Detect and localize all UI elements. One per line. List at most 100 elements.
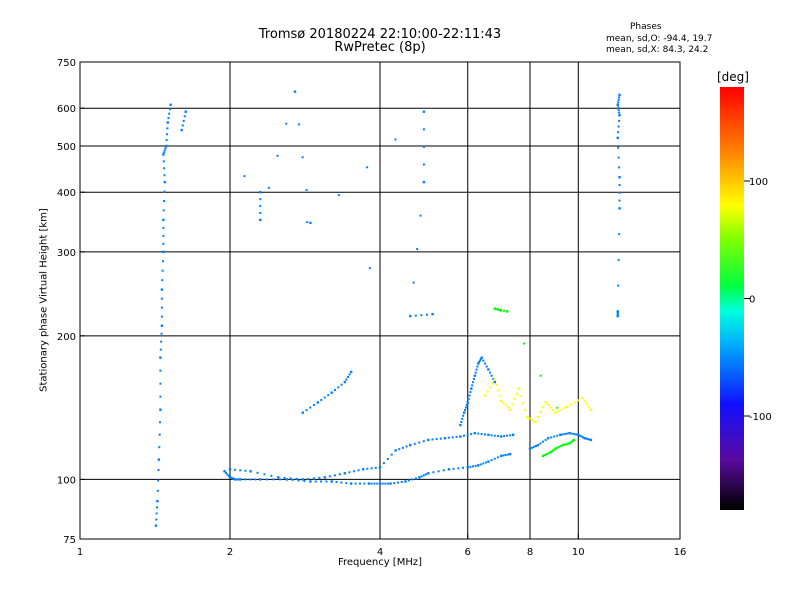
echo-point — [617, 109, 620, 112]
echo-point — [585, 437, 588, 440]
echo-point — [328, 475, 331, 478]
echo-point — [163, 190, 166, 193]
echo-point — [556, 434, 559, 437]
echo-point — [547, 452, 550, 455]
x-tick-label: 10 — [572, 547, 585, 558]
echo-point — [159, 421, 162, 424]
echo-point — [157, 469, 160, 472]
echo-point — [443, 437, 447, 440]
echo-point — [327, 394, 330, 397]
y-tick-label: 400 — [57, 188, 76, 199]
echo-point — [168, 108, 171, 111]
echo-point — [491, 382, 494, 385]
echo-point — [519, 394, 522, 397]
echo-point — [367, 482, 371, 485]
echo-point — [295, 477, 298, 480]
echo-point — [471, 384, 474, 387]
x-tick-label: 4 — [377, 547, 383, 558]
echo-point — [338, 473, 341, 476]
echo-point — [493, 434, 496, 437]
echo-point — [565, 443, 568, 446]
echo-point — [546, 437, 550, 440]
echo-point — [566, 442, 569, 445]
echo-point — [618, 207, 621, 210]
echo-point — [475, 368, 478, 371]
echo-point — [249, 470, 252, 473]
echo-point — [163, 199, 166, 202]
echo-point — [544, 401, 547, 404]
echo-point — [589, 438, 593, 442]
echo-point — [431, 438, 434, 441]
echo-point — [522, 342, 525, 345]
echo-point — [337, 386, 340, 389]
echo-point — [552, 409, 555, 412]
echo-point — [506, 434, 509, 437]
y-tick-label: 500 — [57, 142, 76, 153]
echo-point — [235, 478, 238, 481]
echo-point — [272, 478, 275, 481]
echo-point — [466, 401, 469, 404]
echo-point — [418, 476, 421, 479]
echo-point — [337, 194, 340, 197]
echo-point — [156, 506, 159, 509]
echo-point — [617, 131, 620, 134]
echo-point — [558, 445, 561, 448]
echo-point — [502, 402, 505, 405]
echo-point — [577, 399, 580, 402]
echo-point — [506, 406, 509, 409]
echo-point — [532, 419, 535, 422]
echo-point — [618, 199, 621, 202]
echo-point — [541, 454, 545, 458]
echo-point — [256, 471, 259, 474]
echo-point — [166, 121, 169, 124]
echo-point — [493, 378, 497, 381]
echo-point — [550, 436, 553, 439]
echo-point — [301, 478, 305, 481]
echo-point — [490, 459, 493, 462]
echo-point — [447, 436, 450, 439]
echo-point — [495, 383, 498, 386]
echo-point — [422, 110, 426, 113]
echo-point — [570, 432, 573, 435]
echo-point — [157, 479, 160, 482]
grid-lines — [80, 62, 680, 539]
echo-point — [487, 368, 490, 371]
echo-point — [285, 122, 288, 125]
echo-point — [524, 409, 527, 412]
echo-point — [236, 478, 239, 481]
echo-point — [483, 394, 487, 397]
echo-point — [556, 406, 559, 409]
echo-point — [503, 309, 506, 312]
echo-point — [536, 416, 539, 419]
echo-point — [578, 434, 581, 437]
echo-point — [159, 356, 162, 359]
echo-point — [554, 447, 557, 450]
echo-point — [285, 478, 288, 481]
echo-point — [361, 468, 365, 471]
echo-point — [427, 438, 430, 442]
echo-point — [297, 123, 300, 126]
echo-point — [508, 452, 512, 456]
echo-point — [161, 269, 164, 272]
echo-point — [354, 482, 357, 485]
echo-point — [267, 186, 270, 189]
colorbar-ticks: -100 0 100 — [744, 177, 772, 423]
echo-point — [506, 453, 509, 456]
echo-point — [407, 479, 410, 482]
echo-point — [468, 394, 471, 397]
echo-point — [565, 405, 569, 408]
echo-point — [462, 411, 466, 414]
echo-point — [276, 154, 279, 157]
echo-point — [157, 458, 161, 461]
echo-point — [587, 405, 590, 408]
axis-ticks: 1 2 4 6 8 10 16 75 100 200 300 400 500 600 750 — [57, 58, 686, 558]
echo-point — [156, 500, 159, 503]
echo-point — [289, 477, 292, 480]
echo-point — [231, 477, 234, 480]
echo-point — [373, 482, 376, 485]
echo-point — [476, 365, 479, 368]
echo-point — [563, 407, 566, 410]
x-axis-label: Frequency [MHz] — [337, 557, 423, 568]
echo-point — [568, 431, 571, 435]
echo-point — [301, 156, 304, 159]
